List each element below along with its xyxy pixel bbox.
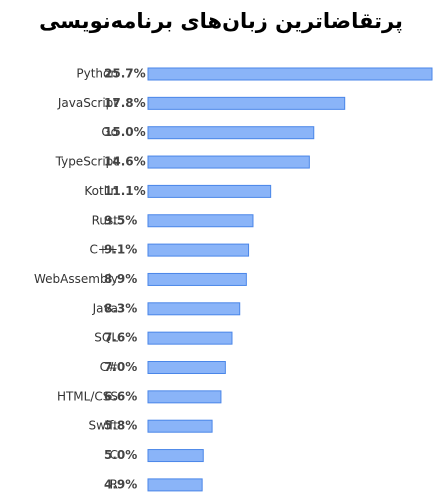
value-label: 15.0% xyxy=(104,125,146,139)
bar xyxy=(147,302,241,316)
bar xyxy=(147,478,203,492)
y-tick-label: Kotlin xyxy=(84,184,118,198)
bar xyxy=(147,155,310,169)
bar xyxy=(147,243,250,257)
bar xyxy=(147,331,233,345)
y-tick-label: HTML/CSS xyxy=(57,389,118,403)
y-tick-label: Rust xyxy=(92,213,119,227)
bar xyxy=(147,214,254,228)
y-tick-label: SQL xyxy=(94,331,118,345)
bar xyxy=(147,184,272,198)
bar xyxy=(147,390,222,404)
y-tick-label: Go xyxy=(101,125,118,139)
value-label: 5.8% xyxy=(104,419,137,433)
bar xyxy=(147,126,315,140)
y-tick-label: C# xyxy=(100,360,118,374)
bar xyxy=(147,272,247,286)
y-tick-label: Python xyxy=(76,67,118,81)
value-label: 9.1% xyxy=(104,243,137,257)
value-label: 14.6% xyxy=(104,155,146,169)
bar xyxy=(147,361,226,374)
value-label: 9.5% xyxy=(104,213,137,227)
y-tick-label: WebAssembly xyxy=(34,272,118,286)
bar xyxy=(147,96,346,110)
bar xyxy=(147,419,213,433)
value-label: 6.6% xyxy=(104,389,137,403)
y-tick-label: JavaScript xyxy=(57,96,118,110)
value-label: 7.6% xyxy=(104,331,137,345)
value-label: 25.7% xyxy=(104,67,146,81)
y-tick-label: Swift xyxy=(89,419,119,433)
value-label: 5.0% xyxy=(104,448,137,462)
y-tick-label: C xyxy=(110,448,118,462)
value-label: 17.8% xyxy=(104,96,146,110)
value-label: 8.9% xyxy=(104,272,137,286)
chart-title: پرتقاضاترین زبان‌های برنامه‌نویسی xyxy=(39,9,403,33)
value-label: 7.0% xyxy=(104,360,137,374)
y-tick-label: Java xyxy=(92,301,118,315)
value-label: 11.1% xyxy=(104,184,146,198)
bar xyxy=(147,67,433,81)
value-label: 4.9% xyxy=(104,477,137,491)
bar xyxy=(147,449,204,463)
y-tick-label: TypeScript xyxy=(55,155,119,169)
value-label: 8.3% xyxy=(104,301,137,315)
y-tick-label: C++ xyxy=(90,243,119,257)
y-tick-label: R xyxy=(110,477,118,491)
